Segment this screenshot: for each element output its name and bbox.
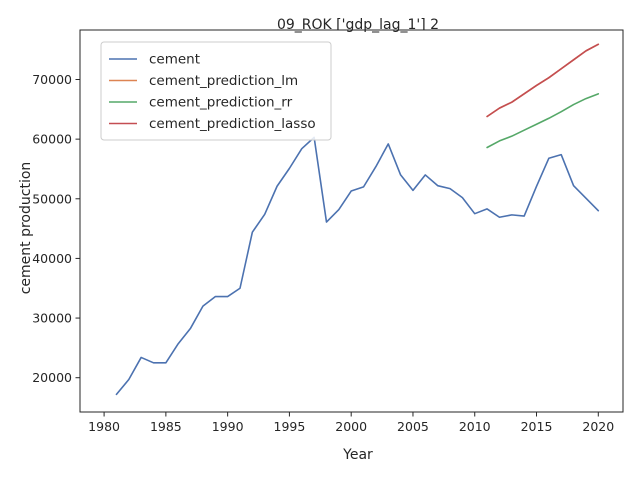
x-tick-label: 2020 xyxy=(582,419,614,434)
legend-entry: cement xyxy=(149,52,200,68)
y-tick-label: 40000 xyxy=(32,251,72,266)
y-tick-label: 50000 xyxy=(32,191,72,206)
x-tick-label: 2015 xyxy=(521,419,553,434)
x-tick-label: 2005 xyxy=(397,419,429,434)
series-line-cement-prediction-lasso xyxy=(486,43,600,118)
legend: cement cement_prediction_lm cement_predict… xyxy=(100,41,332,141)
x-axis-label: Year xyxy=(342,447,373,463)
y-tick-label: 60000 xyxy=(32,132,72,147)
y-axis-label: cement production xyxy=(18,162,34,295)
legend-box xyxy=(100,41,332,141)
legend-entry: cement_prediction_lm xyxy=(149,73,298,89)
chart-title: 09_ROK ['gdp_lag_1'] 2 xyxy=(277,17,439,33)
x-tick-label: 1980 xyxy=(88,419,120,434)
series-layer xyxy=(115,43,600,396)
legend-entry: cement_prediction_rr xyxy=(149,95,293,111)
x-tick-label: 1995 xyxy=(274,419,306,434)
series-line-cement xyxy=(115,136,600,396)
x-tick-label: 2000 xyxy=(335,419,367,434)
y-tick-label: 20000 xyxy=(32,370,72,385)
series-line-cement-prediction-rr xyxy=(486,93,600,149)
x-tick-label: 1990 xyxy=(212,419,244,434)
x-tick-label: 1985 xyxy=(150,419,182,434)
x-axis-ticks: 1980 1985 1990 1995 2000 2005 2010 2015 2020 xyxy=(88,412,614,434)
y-tick-label: 70000 xyxy=(32,72,72,87)
y-axis-ticks: 20000 30000 40000 50000 60000 70000 xyxy=(32,72,80,385)
x-tick-label: 2010 xyxy=(459,419,491,434)
legend-entry: cement_prediction_lasso xyxy=(149,116,316,132)
y-tick-label: 30000 xyxy=(32,311,72,326)
